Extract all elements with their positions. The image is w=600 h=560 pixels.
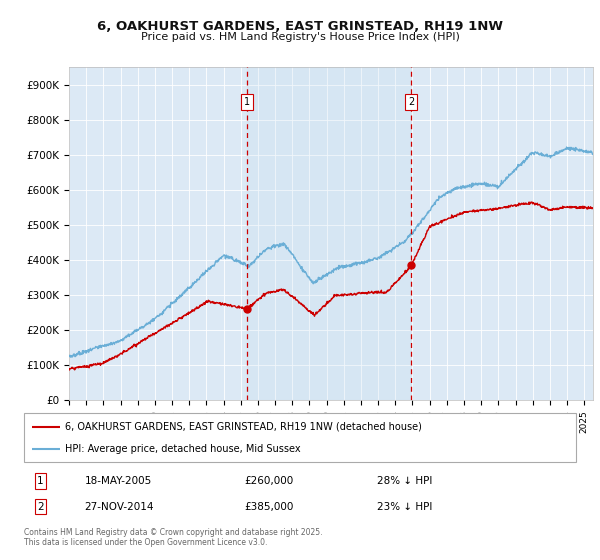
Text: £385,000: £385,000 (245, 502, 294, 512)
Text: Contains HM Land Registry data © Crown copyright and database right 2025.
This d: Contains HM Land Registry data © Crown c… (24, 528, 323, 547)
Text: £260,000: £260,000 (245, 476, 294, 486)
Text: HPI: Average price, detached house, Mid Sussex: HPI: Average price, detached house, Mid … (65, 444, 301, 454)
Text: 1: 1 (37, 476, 44, 486)
Text: 6, OAKHURST GARDENS, EAST GRINSTEAD, RH19 1NW (detached house): 6, OAKHURST GARDENS, EAST GRINSTEAD, RH1… (65, 422, 422, 432)
Text: Price paid vs. HM Land Registry's House Price Index (HPI): Price paid vs. HM Land Registry's House … (140, 32, 460, 43)
Text: 1: 1 (244, 97, 250, 108)
Text: 2: 2 (37, 502, 44, 512)
Text: 18-MAY-2005: 18-MAY-2005 (85, 476, 152, 486)
Text: 28% ↓ HPI: 28% ↓ HPI (377, 476, 433, 486)
Bar (247, 67, 411, 400)
Text: 23% ↓ HPI: 23% ↓ HPI (377, 502, 433, 512)
FancyBboxPatch shape (24, 413, 576, 462)
Text: 6, OAKHURST GARDENS, EAST GRINSTEAD, RH19 1NW: 6, OAKHURST GARDENS, EAST GRINSTEAD, RH1… (97, 20, 503, 32)
Text: 2: 2 (408, 97, 414, 108)
Text: 27-NOV-2014: 27-NOV-2014 (85, 502, 154, 512)
